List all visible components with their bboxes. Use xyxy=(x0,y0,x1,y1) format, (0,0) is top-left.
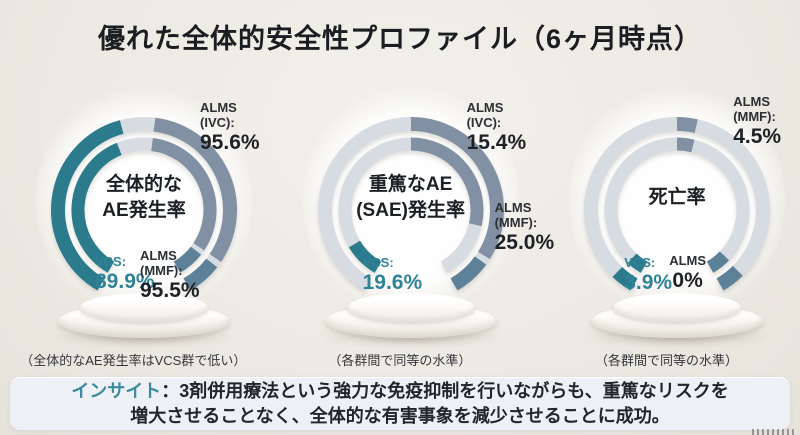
arc-segment-track xyxy=(691,139,750,261)
pedestal-top xyxy=(346,293,475,322)
arc-segment-track xyxy=(694,119,771,276)
arc-segment-track xyxy=(190,243,205,255)
arc-segment-track xyxy=(206,254,222,268)
label-alms-mmf-value: 4.5% xyxy=(733,125,782,148)
arc-segment-track xyxy=(116,137,153,155)
gauge-center-label: 重篤なAE (SAE)発生率 xyxy=(356,174,465,221)
insight-text-line2: 増大させることなく、全体的な有害事象を減少させることに成功。 xyxy=(130,406,670,426)
label-vcs: VCS: 19.6% xyxy=(362,255,423,294)
label-alms-ivc: ALMS (IVC): 15.4% xyxy=(467,100,534,156)
arc-segment-teal xyxy=(627,253,648,273)
arc-segment-track xyxy=(338,137,411,248)
label-alms-ivc: ALMS (IVC): 95.6% xyxy=(200,100,267,156)
arc-segment-steel xyxy=(449,256,486,291)
gauge-caption: （全体的なAE発生率はVCS群で低い） xyxy=(20,353,247,368)
label-alms-ivc-value: 0% xyxy=(672,269,703,292)
arc-segment-steel xyxy=(173,246,202,273)
label-alms-mmf-value: 95.5% xyxy=(140,279,200,302)
label-alms-mmf: ALMS (MMF): 4.5% xyxy=(733,94,782,148)
arc-segment-slate xyxy=(410,117,504,260)
gauge-caption: （各群間で同等の水準） xyxy=(328,353,472,368)
gauge-card-mortality: 死亡率 （各群間で同等の水準） ALMS (MMF): 4.5% VCS: 3.9% AL… xyxy=(533,80,800,382)
label-vcs-value: 3.9% xyxy=(624,271,673,294)
arc-segment-track xyxy=(119,117,156,134)
insight-label: インサイト xyxy=(71,381,162,401)
insight-text-line1: 3剤併用療法という強力な免疫抑制を行いながらも、重篤なリスクを xyxy=(179,381,729,401)
label-vcs: VCS: 89.9% xyxy=(95,254,155,293)
arc-segment-slate xyxy=(677,137,695,153)
arc-segment-slate xyxy=(151,138,217,251)
arc-segment-slate xyxy=(410,137,484,227)
gauge-card-serious-ae: 重篤なAE (SAE)発生率 （各群間で同等の水準） ALMS (IVC): 15… xyxy=(267,80,554,382)
gauge-center-label: 死亡率 xyxy=(648,187,706,208)
pedestal-top xyxy=(80,293,208,322)
gauge-caption: （各群間で同等の水準） xyxy=(594,353,738,368)
arc-segment-track xyxy=(474,251,490,265)
arc-segment-track xyxy=(604,137,678,264)
label-alms-mmf: ALMS (MMF): 25.0% xyxy=(494,200,555,254)
label-alms-mmf-value: 25.0% xyxy=(494,231,555,254)
arc-segment-teal xyxy=(612,266,638,291)
label-vcs: VCS: 3.9% xyxy=(624,255,673,294)
insight-bar: インサイト：3剤併用療法という強力な免疫抑制を行いながらも、重篤なリスクを 増大… xyxy=(10,377,790,430)
gauge-rings-overall-ae xyxy=(51,117,237,291)
arc-segment-track xyxy=(584,117,678,277)
arc-segment-steel xyxy=(706,251,730,273)
insight-colon: ： xyxy=(161,381,180,401)
gauge-center-label: 全体的な AE発生率 xyxy=(102,174,186,221)
label-vcs-value: 89.9% xyxy=(95,270,155,293)
label-alms-ivc-value: 95.6% xyxy=(200,131,260,154)
arc-segment-steel xyxy=(183,258,218,291)
arc-segment-teal xyxy=(348,240,382,273)
label-alms-ivc: ALMS 0% xyxy=(669,253,707,292)
arc-segment-teal xyxy=(71,142,122,273)
label-alms-ivc-value: 15.4% xyxy=(466,131,527,154)
gauge-rings-serious-ae xyxy=(317,117,504,291)
pedestal-top xyxy=(613,293,742,322)
arc-segment-slate xyxy=(677,116,699,134)
label-vcs-value: 19.6% xyxy=(362,271,423,294)
gauge-rings-mortality xyxy=(584,116,771,291)
label-alms-mmf: ALMS (MMF): 95.5% xyxy=(140,248,200,302)
arc-segment-steel xyxy=(716,265,743,291)
arc-segment-slate xyxy=(153,117,237,262)
arc-segment-track xyxy=(317,117,411,291)
arc-segment-teal xyxy=(51,120,124,291)
gauge-card-overall-ae: 全体的な AE発生率 （全体的なAE発生率はVCS群で低い） ALMS (IVC… xyxy=(0,80,267,382)
page-title: 優れた全体的安全性プロファイル（6ヶ月時点） xyxy=(97,24,702,54)
charts-row: 全体的な AE発生率 （全体的なAE発生率はVCS群で低い） ALMS (IVC… xyxy=(0,80,800,382)
cutoff-text-fragment xyxy=(752,429,796,435)
arc-segment-track xyxy=(440,223,482,273)
